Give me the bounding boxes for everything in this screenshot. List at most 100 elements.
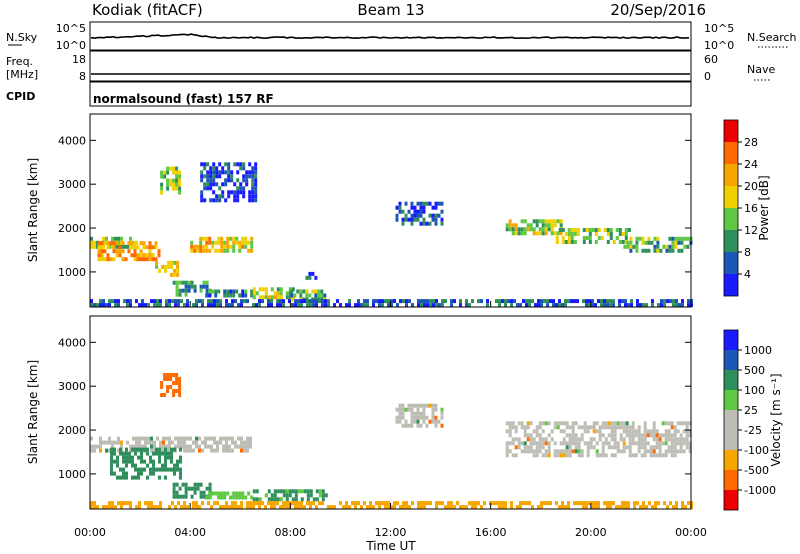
data-cell bbox=[661, 453, 665, 458]
data-cell bbox=[158, 475, 161, 480]
data-cell bbox=[426, 501, 429, 506]
data-cell bbox=[106, 253, 110, 258]
data-cell bbox=[108, 303, 111, 308]
data-cell bbox=[193, 244, 197, 249]
data-cell bbox=[498, 501, 501, 506]
data-cell bbox=[195, 440, 198, 445]
data-cell bbox=[514, 231, 518, 236]
data-cell bbox=[252, 501, 255, 506]
data-cell bbox=[664, 429, 668, 434]
data-cell bbox=[168, 505, 171, 510]
data-cell bbox=[236, 162, 240, 167]
data-cell bbox=[294, 497, 298, 502]
data-cell bbox=[432, 303, 435, 308]
data-cell bbox=[561, 228, 565, 232]
data-cell bbox=[202, 280, 206, 285]
data-cell bbox=[208, 495, 212, 500]
data-cell bbox=[198, 448, 201, 453]
data-cell bbox=[615, 228, 619, 232]
data-cell bbox=[610, 425, 614, 430]
data-cell bbox=[641, 236, 645, 241]
data-cell bbox=[459, 505, 462, 510]
data-cell bbox=[200, 162, 204, 167]
data-cell bbox=[419, 415, 423, 420]
data-cell bbox=[520, 449, 524, 454]
data-cell bbox=[532, 429, 536, 434]
data-cell bbox=[411, 303, 414, 308]
data-cell bbox=[190, 248, 194, 253]
data-cell bbox=[636, 501, 639, 506]
data-cell bbox=[514, 453, 518, 458]
data-cell bbox=[471, 505, 474, 510]
data-cell bbox=[183, 501, 186, 506]
data-cell bbox=[255, 291, 259, 296]
data-cell bbox=[229, 289, 233, 294]
data-cell bbox=[413, 411, 417, 416]
velocity-colorbar-cell bbox=[724, 370, 738, 390]
data-cell bbox=[567, 240, 571, 244]
data-cell bbox=[675, 303, 678, 308]
data-cell bbox=[214, 289, 218, 294]
data-cell bbox=[150, 505, 153, 510]
data-cell bbox=[517, 421, 521, 426]
data-cell bbox=[193, 486, 197, 491]
data-cell bbox=[601, 441, 605, 446]
velocity-colorbar-cell bbox=[724, 410, 738, 430]
velocity-colorbar-cell bbox=[724, 470, 738, 490]
data-cell bbox=[139, 241, 143, 246]
data-cell bbox=[212, 178, 216, 183]
data-cell bbox=[517, 227, 521, 232]
data-cell bbox=[438, 501, 441, 506]
data-cell bbox=[279, 291, 283, 296]
data-cell bbox=[146, 451, 149, 456]
data-cell bbox=[553, 219, 557, 224]
data-cell bbox=[586, 445, 590, 450]
data-cell bbox=[511, 421, 515, 426]
data-cell bbox=[90, 236, 93, 241]
data-cell bbox=[646, 441, 650, 446]
data-cell bbox=[190, 240, 194, 245]
data-cell bbox=[174, 505, 177, 510]
data-cell bbox=[408, 505, 411, 510]
data-cell bbox=[172, 486, 176, 491]
data-cell bbox=[145, 253, 149, 258]
data-cell bbox=[372, 303, 375, 308]
data-cell bbox=[309, 489, 313, 494]
data-cell bbox=[116, 463, 119, 468]
data-cell bbox=[574, 441, 578, 446]
data-cell bbox=[285, 493, 289, 498]
data-cell bbox=[291, 501, 294, 506]
data-cell bbox=[221, 166, 225, 171]
data-cell bbox=[682, 449, 686, 454]
data-cell bbox=[562, 429, 566, 434]
data-cell bbox=[136, 245, 140, 250]
data-cell bbox=[517, 441, 521, 446]
data-cell bbox=[574, 433, 578, 438]
data-cell bbox=[130, 253, 134, 258]
data-cell bbox=[549, 501, 552, 506]
data-cell bbox=[588, 303, 591, 308]
data-cell bbox=[147, 436, 150, 441]
data-cell bbox=[193, 288, 197, 293]
data-cell bbox=[123, 244, 126, 249]
data-band-14 bbox=[623, 236, 693, 253]
data-cell bbox=[643, 421, 647, 426]
data-cell bbox=[119, 447, 122, 452]
data-cell bbox=[106, 241, 110, 246]
data-cell bbox=[586, 425, 590, 430]
data-cell bbox=[258, 303, 261, 308]
data-cell bbox=[206, 170, 210, 175]
data-cell bbox=[395, 217, 399, 222]
data-cell bbox=[254, 178, 258, 183]
data-cell bbox=[200, 190, 204, 195]
data-cell bbox=[532, 441, 536, 446]
data-cell bbox=[422, 411, 426, 416]
data-cell bbox=[526, 445, 530, 450]
data-cell bbox=[417, 303, 420, 308]
data-cell bbox=[653, 236, 657, 241]
data-cell bbox=[628, 441, 632, 446]
data-cell bbox=[320, 289, 324, 294]
y-tick-label: 4000 bbox=[58, 134, 86, 147]
data-cell bbox=[626, 244, 630, 249]
data-cell bbox=[635, 236, 639, 241]
